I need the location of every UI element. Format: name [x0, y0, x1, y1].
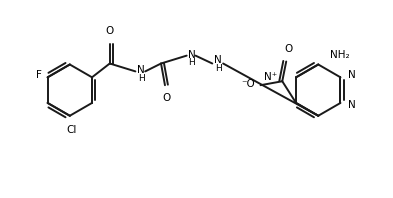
- Text: H: H: [215, 64, 222, 73]
- Text: N: N: [214, 55, 222, 65]
- Text: Cl: Cl: [66, 125, 77, 135]
- Text: NH₂: NH₂: [330, 50, 350, 60]
- Text: N⁺: N⁺: [264, 72, 277, 82]
- Text: F: F: [36, 70, 42, 80]
- Text: ⁻O: ⁻O: [241, 79, 255, 89]
- Text: O: O: [163, 93, 171, 103]
- Text: N: N: [188, 50, 195, 60]
- Text: N: N: [348, 100, 356, 110]
- Text: H: H: [188, 58, 195, 67]
- Text: O: O: [284, 44, 292, 54]
- Text: N: N: [138, 65, 145, 75]
- Text: N: N: [348, 70, 356, 80]
- Text: H: H: [138, 74, 145, 83]
- Text: O: O: [106, 26, 114, 36]
